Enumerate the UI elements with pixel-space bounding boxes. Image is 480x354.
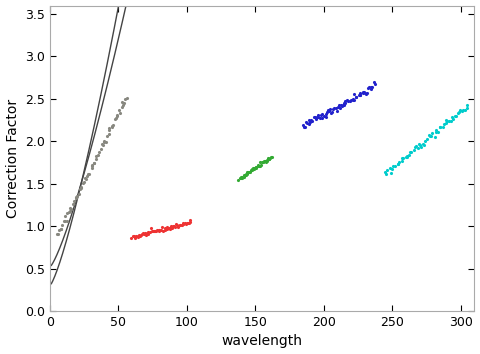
Y-axis label: Correction Factor: Correction Factor bbox=[6, 99, 20, 218]
X-axis label: wavelength: wavelength bbox=[222, 335, 303, 348]
